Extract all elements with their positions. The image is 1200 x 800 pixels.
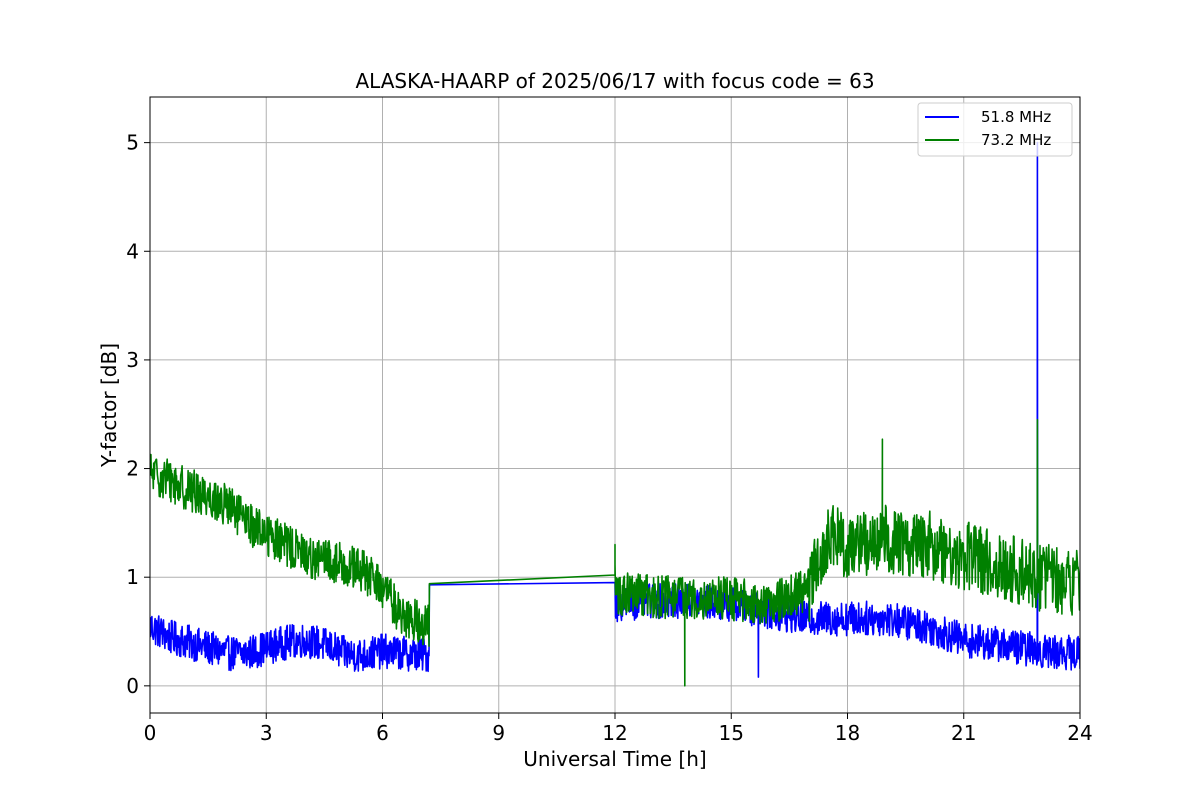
legend-label-51-8-mhz: 51.8 MHz — [981, 108, 1051, 126]
y-tick-label: 5 — [126, 131, 139, 155]
chart-title: ALASKA-HAARP of 2025/06/17 with focus co… — [355, 69, 874, 93]
x-tick-label: 6 — [376, 721, 389, 745]
x-tick-label: 15 — [719, 721, 744, 745]
legend: 51.8 MHz 73.2 MHz — [917, 102, 1073, 157]
x-tick-label: 24 — [1067, 721, 1092, 745]
y-tick-label: 2 — [126, 457, 139, 481]
y-tick-label: 4 — [126, 239, 139, 263]
x-axis-title: Universal Time [h] — [523, 747, 706, 771]
x-tick-label: 21 — [951, 721, 976, 745]
x-tick-label: 9 — [492, 721, 505, 745]
x-tick-label: 3 — [260, 721, 273, 745]
series-layer — [150, 141, 1080, 687]
legend-label-73-2-mhz: 73.2 MHz — [981, 131, 1051, 149]
y-tick-label: 1 — [126, 565, 139, 589]
x-tick-label: 0 — [144, 721, 157, 745]
x-tick-label: 18 — [835, 721, 860, 745]
series-line-73-2-mhz — [150, 418, 1080, 687]
y-tick-label: 0 — [126, 674, 139, 698]
y-axis-title: Y-factor [dB] — [97, 343, 121, 468]
y-tick-label: 3 — [126, 348, 139, 372]
x-tick-label: 12 — [602, 721, 627, 745]
